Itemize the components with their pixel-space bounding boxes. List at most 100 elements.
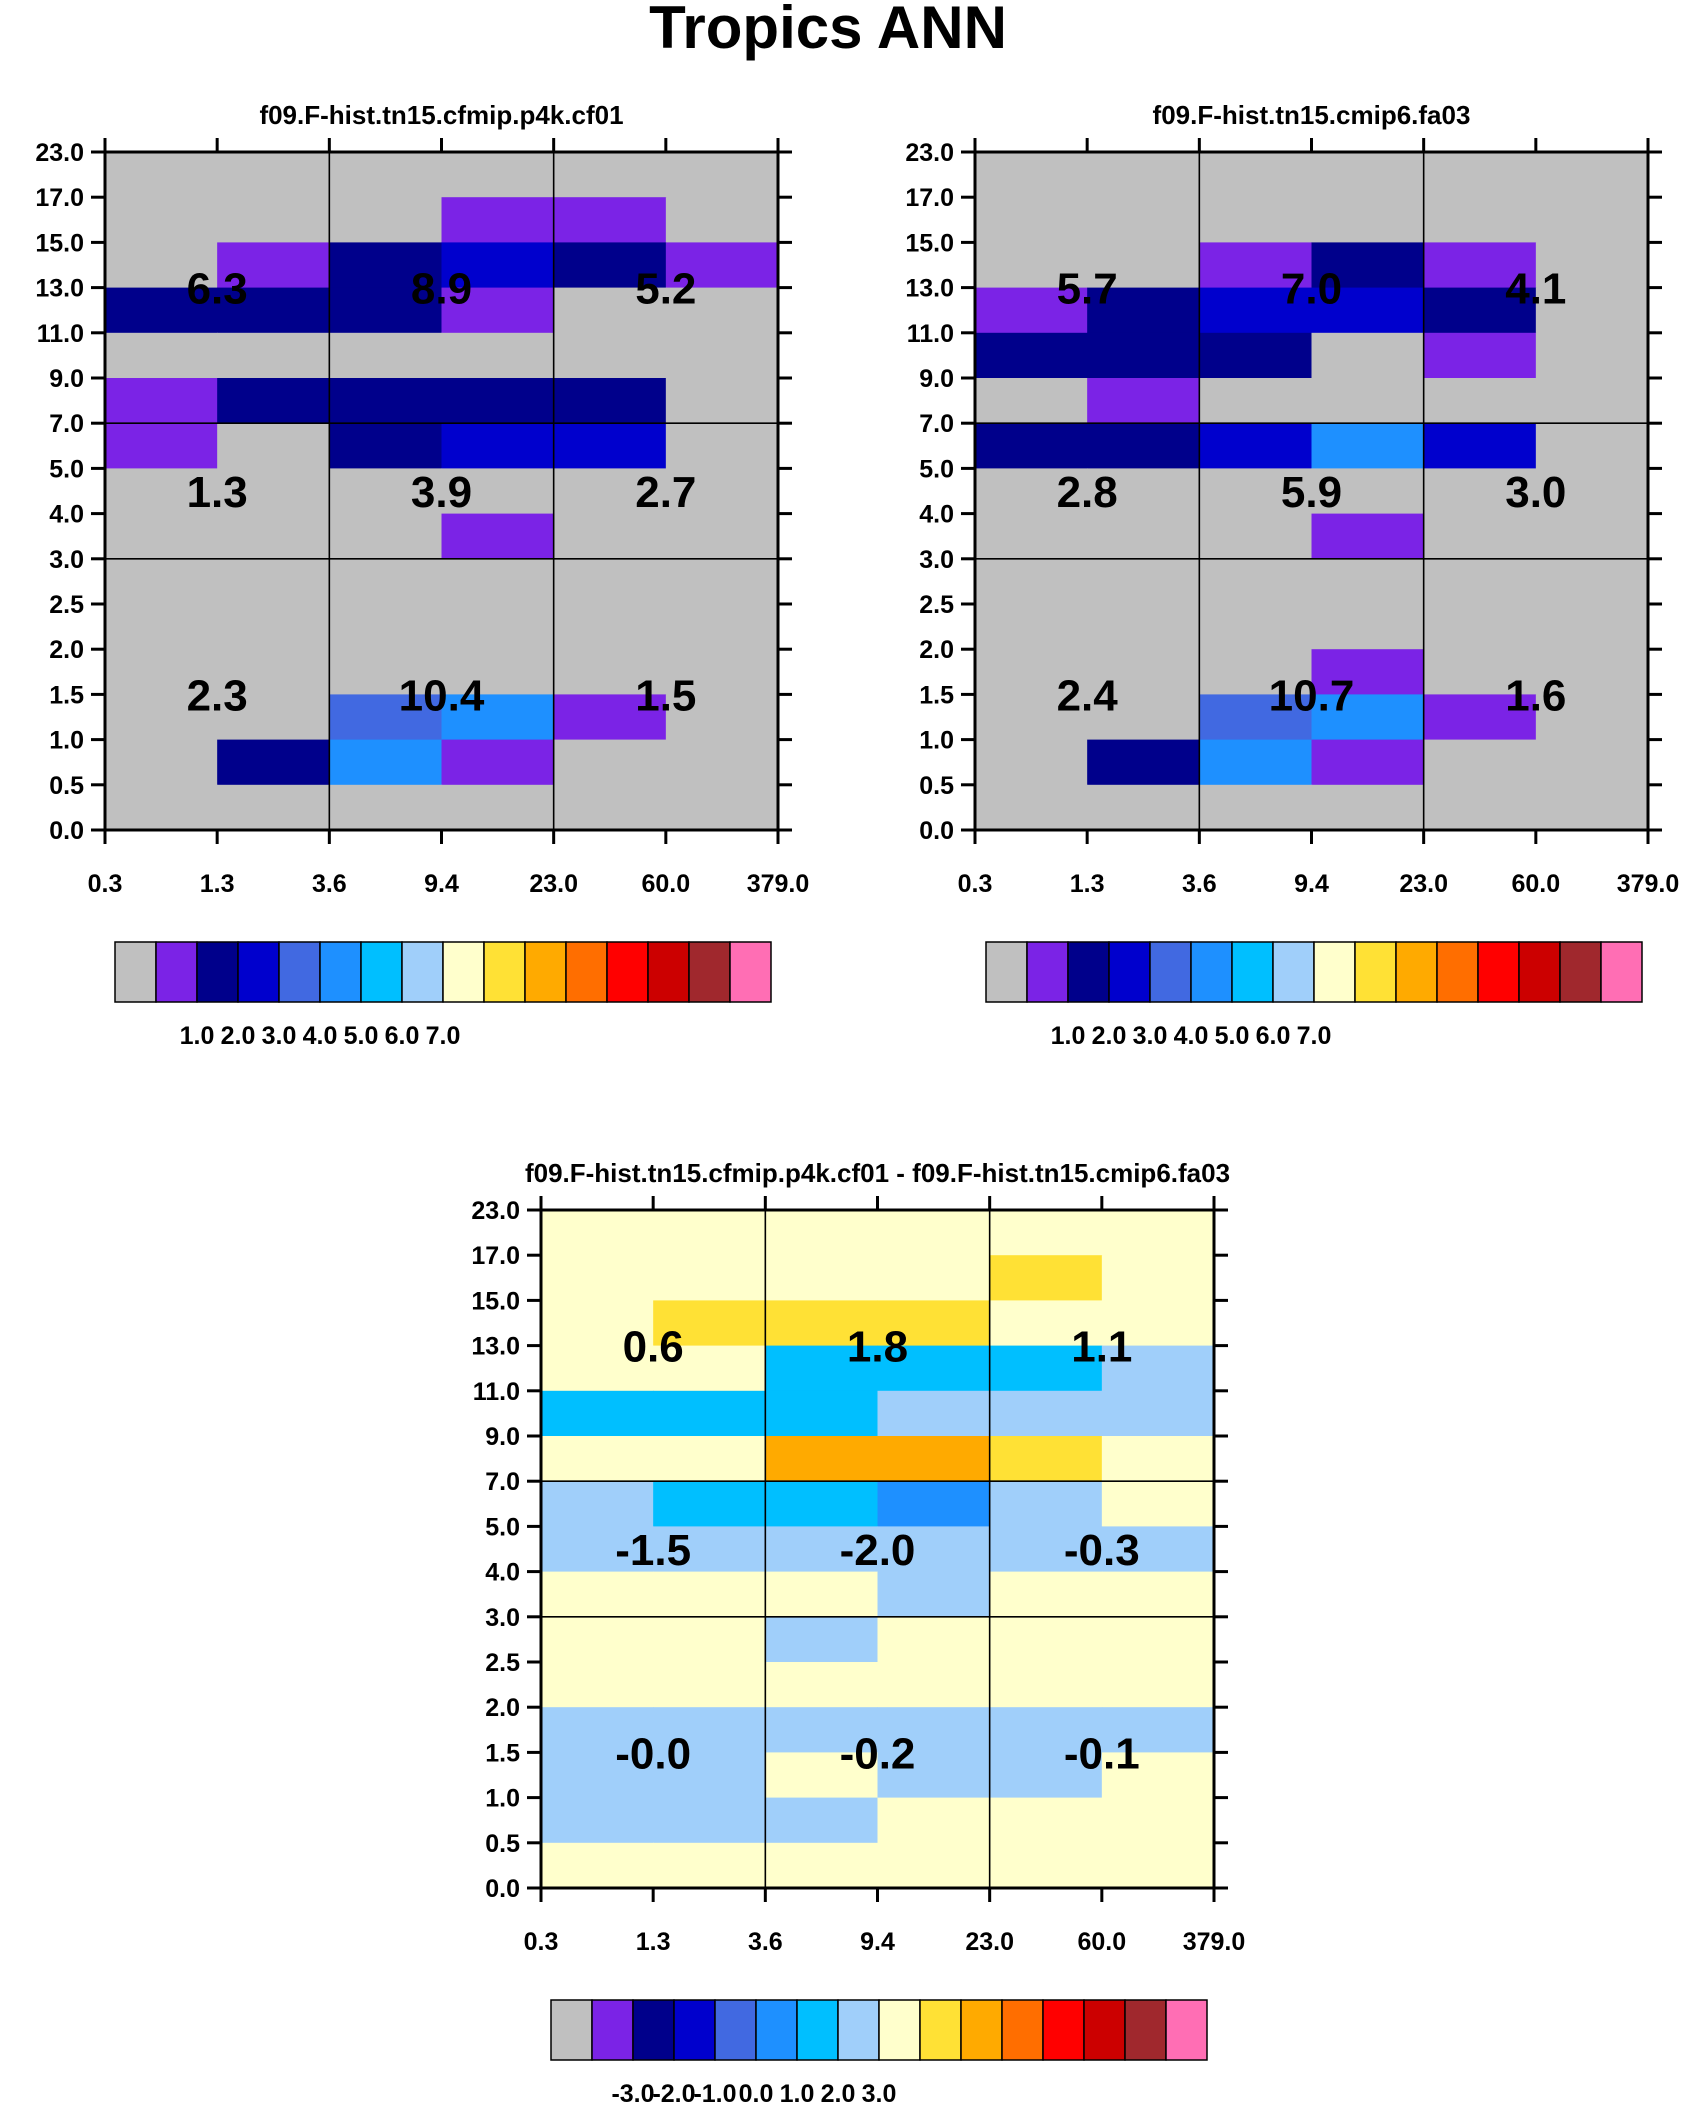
heatmap-cell [1101,1526,1215,1573]
heatmap-cell [105,197,218,243]
heatmap-cell [217,649,330,695]
heatmap-cell [441,242,555,289]
group-total-label: 5.7 [1057,265,1118,314]
colorbar-box [1026,941,1069,1003]
heatmap-cell [1199,558,1313,605]
heatmap-cell [329,694,443,741]
heatmap-cell [217,784,330,831]
colorbar-box [278,941,321,1003]
heatmap-cell [975,558,1088,605]
group-total-label: 3.0 [1505,468,1566,517]
heatmap-cell [1535,739,1649,786]
heatmap-cell [1101,1752,1215,1799]
heatmap-cell [1087,649,1200,695]
heatmap-cell [329,558,443,605]
heatmap-cell [441,378,555,424]
heatmap-cell [989,1752,1103,1799]
heatmap-cell [1535,423,1649,469]
figure-title: Tropics ANN [649,0,1007,61]
heatmap-cell [877,1481,991,1527]
colorbar-label: 7.0 [1297,1022,1332,1050]
colorbar-box [755,1999,798,2061]
heatmap-cell [329,468,443,515]
colorbar-label: -1.0 [693,2080,736,2108]
group-total-label: 2.7 [635,468,696,517]
colorbar-label: 0.0 [739,2080,774,2108]
colorbar-label: 2.0 [1092,1022,1127,1050]
colorbar-label: 2.0 [821,2080,856,2108]
heatmap-cell [1311,694,1425,741]
x-tick-label: 1.3 [1070,870,1105,898]
heatmap-cell [553,423,667,469]
colorbar-box [673,1999,716,2061]
colorbar-box [837,1999,880,2061]
group-total-label: 2.3 [187,671,248,720]
x-tick-label: 9.4 [424,870,459,898]
heatmap-cell [989,1707,1103,1753]
colorbar-box [1354,941,1397,1003]
group-total-label: 6.3 [187,265,248,314]
heatmap-cell [975,739,1088,786]
heatmap-cell [1311,558,1425,605]
heatmap-cell [217,423,330,469]
heatmap-cell [1535,604,1649,650]
heatmap-cell [553,378,667,424]
heatmap-cell [665,649,779,695]
heatmap-cell [989,1526,1103,1573]
y-tick-label: 13.0 [35,275,84,303]
heatmap-cell [1311,468,1425,515]
heatmap-cell [653,1752,766,1799]
heatmap-cell [765,1390,879,1437]
heatmap-cell [989,1436,1103,1482]
heatmap-cell [975,332,1088,379]
heatmap-cell [1087,423,1200,469]
heatmap-cell [975,423,1088,469]
heatmap-cell [1199,152,1313,198]
panel-title: f09.F-hist.tn15.cfmip.p4k.cf01 - f09.F-h… [525,1158,1230,1188]
colorbar-label: 1.0 [1051,1022,1086,1050]
heatmap-cell [665,739,779,786]
heatmap-cell [665,694,779,741]
heatmap-cell [1087,197,1200,243]
heatmap-cell [329,378,443,424]
y-tick-label: 1.5 [919,681,954,709]
group-total-label: 1.3 [187,468,248,517]
heatmap-cell [765,1571,879,1618]
heatmap-cell [1535,468,1649,515]
heatmap-cell [765,1210,879,1256]
y-tick-label: 15.0 [471,1287,520,1315]
colorbar-label: 4.0 [1174,1022,1209,1050]
x-tick-label: 0.3 [524,1928,559,1956]
y-tick-label: 15.0 [35,229,84,257]
heatmap-cell [105,694,218,741]
heatmap-cell [1423,513,1537,560]
colorbar-label: 1.0 [180,1022,215,1050]
y-tick-label: 0.5 [49,772,84,800]
y-tick-label: 9.0 [485,1423,520,1451]
heatmap-cell [1423,378,1537,424]
heatmap-cell [105,468,218,515]
heatmap-cell [441,694,555,741]
colorbar-box [1231,941,1274,1003]
colorbar-box [714,1999,757,2061]
colorbar-box [1600,941,1643,1003]
y-tick-label: 5.0 [919,455,954,483]
heatmap-cell [765,1752,879,1799]
heatmap-cell [217,242,330,289]
y-tick-label: 17.0 [35,184,84,212]
heatmap-cell [1087,152,1200,198]
heatmap-cell [1423,197,1537,243]
heatmap-cell [541,1797,654,1844]
heatmap-cell [1423,604,1537,650]
heatmap-cell [329,784,443,831]
heatmap-cell [653,1300,766,1347]
heatmap-cell [653,1255,766,1301]
colorbar-box [1518,941,1561,1003]
heatmap-cell [541,1300,654,1347]
colorbar-label: 5.0 [344,1022,379,1050]
group-total-label: 3.9 [411,468,472,517]
x-tick-label: 1.3 [636,1928,671,1956]
heatmap-cell [1199,378,1313,424]
heatmap-cell [1423,332,1537,379]
y-tick-label: 2.5 [919,591,954,619]
